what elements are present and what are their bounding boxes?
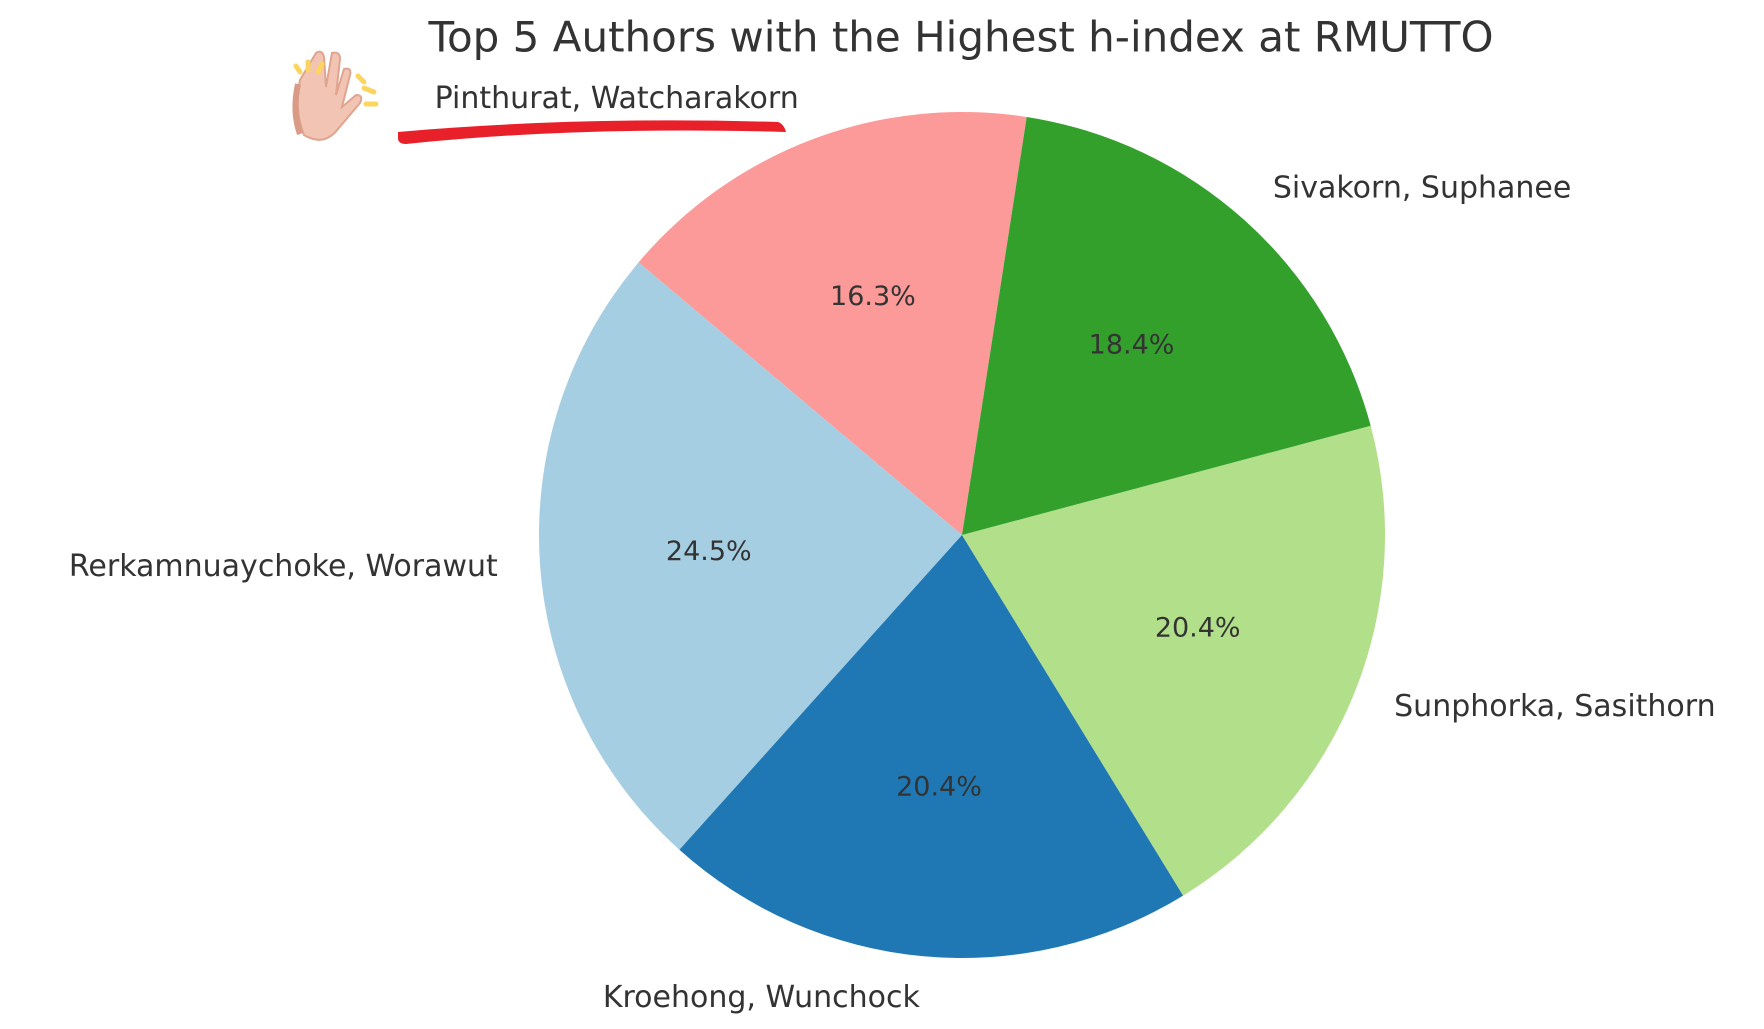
pie-slice <box>638 112 1027 535</box>
pie-slice <box>962 116 1371 535</box>
percent-label: 16.3% <box>830 281 916 312</box>
percent-label: 20.4% <box>1155 613 1241 644</box>
slice-label: Rerkamnuaychoke, Worawut <box>69 549 498 584</box>
pie-slice <box>539 262 962 850</box>
chart-title: Top 5 Authors with the Highest h-index a… <box>427 13 1493 62</box>
underline <box>398 120 786 144</box>
percent-label: 24.5% <box>666 536 752 567</box>
pie-slice <box>679 535 1184 958</box>
slice-label: Sunphorka, Sasithorn <box>1394 689 1715 724</box>
percent-label: 20.4% <box>896 771 982 802</box>
pie-slice <box>962 425 1386 896</box>
wave-emoji <box>292 50 379 141</box>
slice-label: Pinthurat, Watcharakorn <box>435 81 799 116</box>
slice-label: Kroehong, Wunchock <box>603 980 921 1015</box>
percent-label: 18.4% <box>1089 330 1175 361</box>
slice-label: Sivakorn, Suphanee <box>1273 170 1572 205</box>
